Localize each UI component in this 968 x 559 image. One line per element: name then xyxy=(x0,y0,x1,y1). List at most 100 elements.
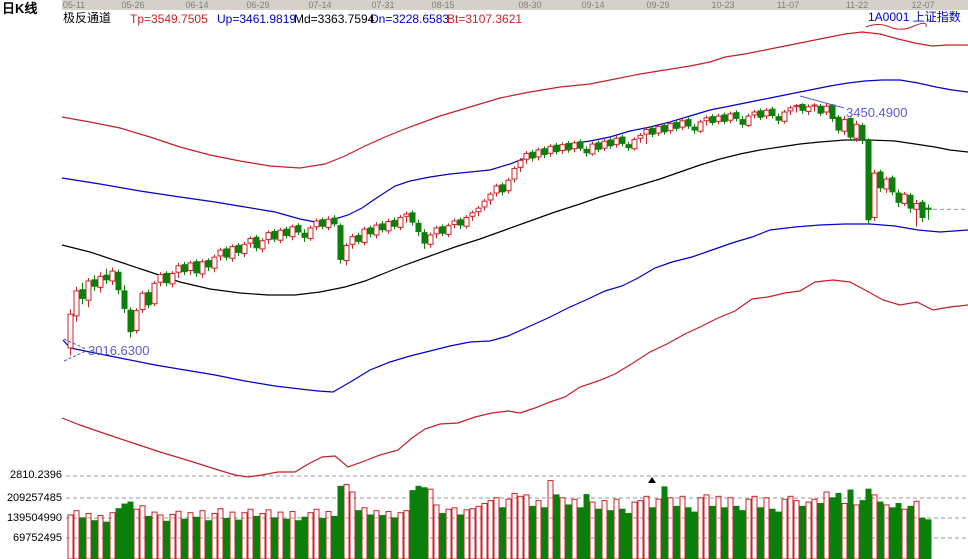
volume-bar xyxy=(199,510,206,559)
candle-body xyxy=(685,119,692,127)
candle-body xyxy=(625,144,632,149)
candle-body xyxy=(751,111,758,116)
candle-body xyxy=(925,207,932,210)
candle-body xyxy=(547,145,554,154)
candle-body xyxy=(229,246,236,259)
candle-body xyxy=(385,221,392,232)
candle-body xyxy=(265,232,272,241)
date-tick-label: 06-29 xyxy=(246,0,270,10)
volume-bar xyxy=(205,520,212,559)
volume-bar xyxy=(703,494,710,559)
volume-bar xyxy=(487,500,494,559)
candle-body xyxy=(835,116,842,131)
candle-body xyxy=(853,123,860,139)
candle-body xyxy=(145,292,152,306)
volume-bar xyxy=(445,508,452,559)
date-tick-label: 08-15 xyxy=(431,0,455,10)
channel-line-dn xyxy=(62,223,968,393)
volume-bar xyxy=(433,504,440,559)
candle-body xyxy=(595,142,602,150)
volume-bar xyxy=(151,511,158,559)
candle-body xyxy=(109,270,116,282)
volume-bar xyxy=(919,517,926,559)
candle-body xyxy=(919,201,926,218)
candle-body xyxy=(79,289,86,299)
volume-bar xyxy=(115,508,122,559)
volume-bar xyxy=(847,489,854,559)
candle-body xyxy=(829,104,836,119)
volume-bar xyxy=(337,485,344,559)
volume-bar xyxy=(277,511,284,559)
volume-bar xyxy=(835,492,842,559)
volume-bar xyxy=(457,514,464,559)
candle-body xyxy=(367,227,374,235)
volume-bar xyxy=(67,514,74,559)
candle-body xyxy=(259,240,266,250)
volume-bar xyxy=(517,495,524,559)
volume-bar xyxy=(181,518,188,559)
volume-bar xyxy=(679,495,686,559)
candle-body xyxy=(481,200,488,208)
candle-body xyxy=(727,113,734,121)
candle-body xyxy=(295,225,302,233)
candle-body xyxy=(787,107,794,112)
candle-body xyxy=(691,126,698,131)
high-annotation-pointer xyxy=(799,95,845,109)
candle-body xyxy=(697,121,704,132)
volume-bar xyxy=(367,514,374,559)
candle-body xyxy=(349,236,356,245)
candle-body xyxy=(757,110,764,118)
volume-bar xyxy=(259,513,266,559)
volume-bar xyxy=(397,512,404,559)
candle-body xyxy=(799,103,806,111)
candle-body xyxy=(505,179,512,192)
symbol-name-label[interactable]: 1A0001 上证指数 xyxy=(868,10,961,24)
candle-body xyxy=(235,244,242,253)
candle-body xyxy=(373,224,380,236)
volume-bar xyxy=(313,508,320,559)
indicator-name-label[interactable]: 极反通道 xyxy=(63,11,112,25)
volume-bar xyxy=(499,507,506,559)
period-label: 日K线 xyxy=(2,1,38,16)
date-tick-label: 12-07 xyxy=(911,0,935,10)
candle-body xyxy=(283,228,290,237)
volume-bar xyxy=(739,510,746,559)
volume-bar xyxy=(409,490,416,559)
volume-bar xyxy=(661,486,668,559)
candle-body xyxy=(523,152,530,160)
candle-body xyxy=(559,144,566,151)
volume-bar xyxy=(601,500,608,559)
volume-bar xyxy=(613,498,620,559)
candle-body xyxy=(85,280,92,301)
candle-body xyxy=(127,309,134,333)
volume-bar xyxy=(697,497,704,559)
candle-body xyxy=(553,144,560,153)
volume-bar xyxy=(235,519,242,559)
candle-body xyxy=(169,272,176,285)
volume-bar xyxy=(583,494,590,559)
volume-bar xyxy=(757,507,764,559)
volume-bar xyxy=(589,501,596,559)
date-tick-label: 09-14 xyxy=(581,0,605,10)
candle-body xyxy=(151,282,158,305)
volume-bar xyxy=(229,511,236,559)
candle-body xyxy=(511,168,518,180)
volume-bar xyxy=(523,494,530,559)
indicator-dn-value: Dn=3228.6583 xyxy=(370,12,450,26)
candle-body xyxy=(103,274,110,281)
volume-bar xyxy=(817,503,824,559)
candle-body xyxy=(115,271,122,291)
candle-body xyxy=(391,219,398,227)
candle-body xyxy=(895,192,902,203)
volume-bar xyxy=(631,501,638,559)
candle-body xyxy=(565,142,572,151)
candle-body xyxy=(361,228,368,244)
volume-bar xyxy=(733,505,740,559)
candle-body xyxy=(487,193,494,201)
candle-body xyxy=(277,229,284,241)
candle-body xyxy=(409,212,416,223)
candle-body xyxy=(769,108,776,117)
candle-body xyxy=(343,244,350,262)
candle-body xyxy=(271,230,278,240)
